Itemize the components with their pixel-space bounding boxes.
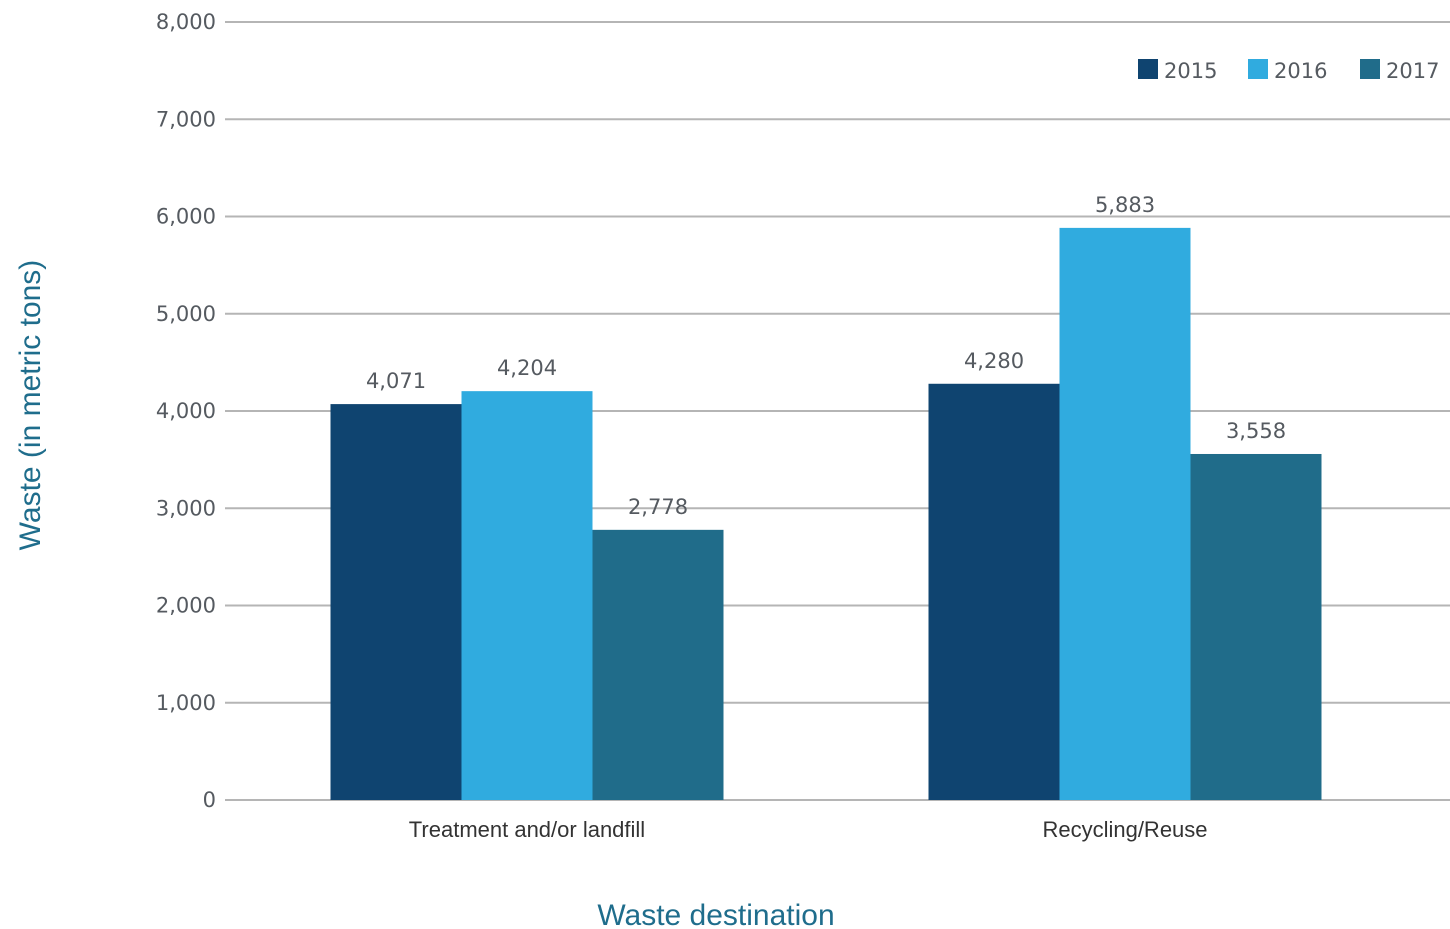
bar-2017-recycling <box>1190 453 1322 800</box>
legend-swatch-2016 <box>1248 59 1268 79</box>
y-tick-label: 1,000 <box>156 691 216 715</box>
y-tick-label: 0 <box>203 788 216 812</box>
data-label: 3,558 <box>1226 419 1286 443</box>
data-label: 4,071 <box>366 369 426 393</box>
data-label: 4,204 <box>497 356 557 380</box>
bar-2016-treatment <box>461 391 593 800</box>
x-axis-categories: Treatment and/or landfill Recycling/Reuse <box>409 817 1208 842</box>
data-label: 2,778 <box>628 495 688 519</box>
y-tick-label: 5,000 <box>156 302 216 326</box>
y-axis-ticks: 0 1,000 2,000 3,000 4,000 5,000 6,000 7,000 8,00… <box>156 10 216 812</box>
legend-label-2016: 2016 <box>1274 59 1327 83</box>
bar-2015-recycling <box>928 383 1060 800</box>
bar-2015-treatment <box>330 404 462 800</box>
y-tick-label: 8,000 <box>156 10 216 34</box>
legend: 2015 2016 2017 <box>1138 59 1439 83</box>
data-label: 5,883 <box>1095 193 1155 217</box>
bar-2016-recycling <box>1059 227 1191 801</box>
y-tick-label: 7,000 <box>156 107 216 131</box>
legend-label-2017: 2017 <box>1386 59 1439 83</box>
data-labels: 4,071 4,204 2,778 4,280 5,883 3,558 <box>366 193 1286 519</box>
legend-swatch-2015 <box>1138 59 1158 79</box>
y-tick-label: 4,000 <box>156 399 216 423</box>
x-category-label: Treatment and/or landfill <box>409 817 645 842</box>
bar-2017-treatment <box>592 529 724 800</box>
x-axis-title: Waste destination <box>597 899 834 929</box>
legend-swatch-2017 <box>1360 59 1380 79</box>
y-axis-title: Waste (in metric tons) <box>14 260 47 551</box>
y-tick-label: 3,000 <box>156 496 216 520</box>
y-tick-label: 6,000 <box>156 205 216 229</box>
legend-label-2015: 2015 <box>1164 59 1217 83</box>
y-tick-label: 2,000 <box>156 594 216 618</box>
x-category-label: Recycling/Reuse <box>1042 817 1207 842</box>
bars <box>330 227 1322 801</box>
data-label: 4,280 <box>964 349 1024 373</box>
